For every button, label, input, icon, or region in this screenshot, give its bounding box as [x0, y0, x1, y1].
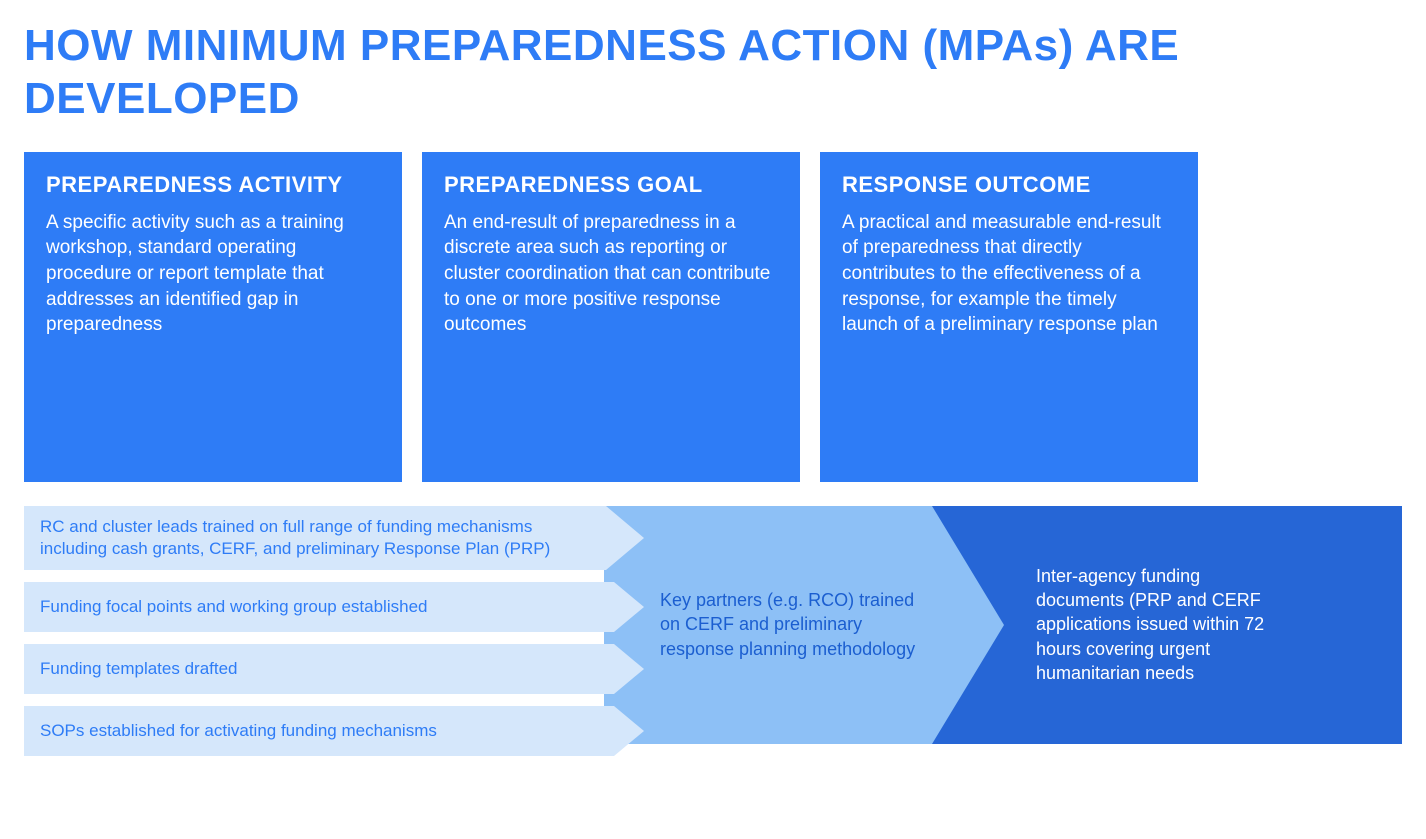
activity-item: Funding focal points and working group e…	[24, 582, 644, 632]
chevron-right-icon	[614, 644, 644, 694]
activity-item: SOPs established for activating funding …	[24, 706, 644, 756]
chevron-right-icon	[932, 506, 1004, 744]
card-activity: PREPAREDNESS ACTIVITY A specific activit…	[24, 152, 402, 482]
card-body: A practical and measurable end-result of…	[842, 210, 1176, 338]
page-title: HOW MINIMUM PREPAREDNESS ACTION (MPAs) A…	[24, 20, 1224, 126]
chevron-right-icon	[614, 706, 644, 756]
flow-row: RC and cluster leads trained on full ran…	[24, 506, 1402, 744]
card-body: An end-result of preparedness in a discr…	[444, 210, 778, 338]
card-title: PREPAREDNESS GOAL	[444, 172, 778, 198]
activity-item: Funding templates drafted	[24, 644, 644, 694]
card-title: RESPONSE OUTCOME	[842, 172, 1176, 198]
activity-item: RC and cluster leads trained on full ran…	[24, 506, 644, 570]
cards-row: PREPAREDNESS ACTIVITY A specific activit…	[24, 152, 1402, 482]
card-goal: PREPAREDNESS GOAL An end-result of prepa…	[422, 152, 800, 482]
goal-text: Key partners (e.g. RCO) trained on CERF …	[604, 588, 932, 661]
activity-text: RC and cluster leads trained on full ran…	[24, 506, 606, 570]
card-body: A specific activity such as a training w…	[46, 210, 380, 338]
activity-text: Funding focal points and working group e…	[24, 582, 614, 632]
card-outcome: RESPONSE OUTCOME A practical and measura…	[820, 152, 1198, 482]
chevron-right-icon	[614, 582, 644, 632]
chevron-right-icon	[606, 506, 644, 570]
activities-column: RC and cluster leads trained on full ran…	[24, 506, 644, 744]
card-title: PREPAREDNESS ACTIVITY	[46, 172, 380, 198]
activity-text: Funding templates drafted	[24, 644, 614, 694]
goal-block: Key partners (e.g. RCO) trained on CERF …	[604, 506, 932, 744]
activity-text: SOPs established for activating funding …	[24, 706, 614, 756]
